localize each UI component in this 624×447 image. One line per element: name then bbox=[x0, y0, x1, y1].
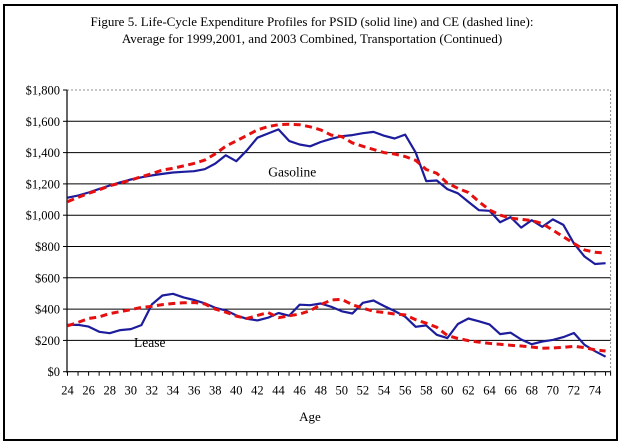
x-tick-label: 36 bbox=[188, 384, 201, 398]
x-tick-label: 68 bbox=[525, 384, 538, 398]
x-tick-label: 40 bbox=[230, 384, 243, 398]
x-tick-label: 24 bbox=[61, 384, 74, 398]
y-tick-label: $200 bbox=[35, 334, 60, 348]
figure-title-line1: Figure 5. Life-Cycle Expenditure Profile… bbox=[90, 14, 534, 29]
x-tick-label: 44 bbox=[272, 384, 285, 398]
x-tick-label: 62 bbox=[462, 384, 475, 398]
x-tick-label: 70 bbox=[547, 384, 560, 398]
age-axis-label: Age bbox=[299, 409, 321, 424]
x-tick-label: 54 bbox=[378, 384, 391, 398]
y-tick-label: $1,800 bbox=[26, 84, 60, 98]
x-tick-label: 50 bbox=[336, 384, 349, 398]
x-tick-label: 52 bbox=[357, 384, 370, 398]
x-tick-label: 42 bbox=[251, 384, 264, 398]
x-tick-label: 32 bbox=[146, 384, 159, 398]
series-gasoline-ce-dashed-line bbox=[66, 122, 606, 255]
x-tick-label: 60 bbox=[441, 384, 454, 398]
x-tick-label: 48 bbox=[314, 384, 327, 398]
x-tick-label: 72 bbox=[568, 384, 581, 398]
y-tick-label: $1,200 bbox=[26, 177, 60, 191]
x-tick-label: 58 bbox=[420, 384, 433, 398]
series-lease-psid-solid-line bbox=[67, 292, 607, 358]
y-tick-label: $400 bbox=[35, 303, 60, 317]
x-tick-label: 28 bbox=[103, 384, 116, 398]
y-tick-label: $1,400 bbox=[26, 146, 60, 160]
x-tick-label: 64 bbox=[483, 384, 496, 398]
x-tick-label: 26 bbox=[82, 384, 95, 398]
y-tick-label: $600 bbox=[35, 271, 60, 285]
series-gasoline-psid-solid-line bbox=[67, 128, 606, 266]
series-lease-ce-dashed-line bbox=[67, 297, 606, 353]
x-tick-label: 46 bbox=[293, 384, 306, 398]
figure-title: Figure 5. Life-Cycle Expenditure Profile… bbox=[0, 13, 624, 47]
annotation-lease: Lease bbox=[134, 335, 165, 350]
x-tick-label: 74 bbox=[589, 384, 602, 398]
y-tick-label: $1,000 bbox=[26, 209, 60, 223]
x-tick-label: 38 bbox=[209, 384, 222, 398]
x-tick-label: 30 bbox=[125, 384, 138, 398]
annotation-gasoline: Gasoline bbox=[268, 165, 316, 180]
y-tick-label: $1,600 bbox=[26, 115, 60, 129]
y-tick-label: $800 bbox=[35, 240, 60, 254]
figure-border bbox=[3, 4, 618, 441]
x-tick-label: 34 bbox=[167, 384, 180, 398]
figure-title-line2: Average for 1999,2001, and 2003 Combined… bbox=[121, 31, 503, 46]
x-tick-label: 66 bbox=[504, 384, 517, 398]
x-tick-label: 56 bbox=[399, 384, 412, 398]
y-tick-label: $0 bbox=[48, 365, 61, 379]
